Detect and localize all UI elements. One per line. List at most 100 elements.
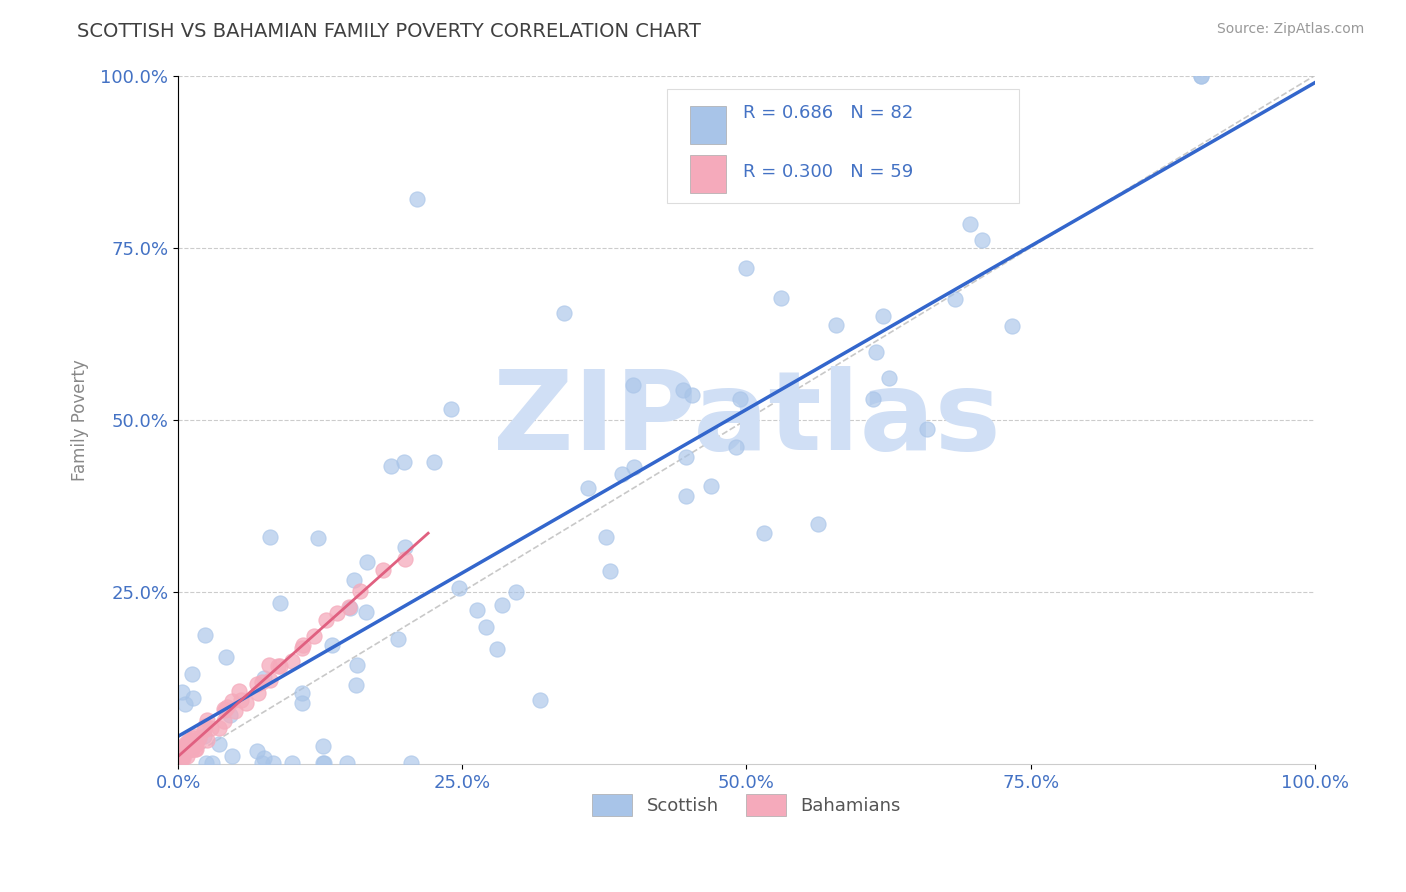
Point [576,481,599,495]
Point [290,686,312,700]
Legend: Scottish, Bahamians: Scottish, Bahamians [585,787,908,823]
Point [281,756,304,771]
Point [221,694,243,708]
Point [170,752,193,766]
Point [183,729,205,743]
Point [394,455,416,469]
Point [349,584,371,599]
Point [339,601,361,615]
Point [167,744,190,758]
Point [194,756,217,771]
Point [387,632,409,646]
Point [201,756,224,771]
Point [770,291,793,305]
Point [269,597,291,611]
Point [824,318,846,333]
Point [228,684,250,698]
Point [505,584,527,599]
Point [943,292,966,306]
Text: R = 0.686   N = 82: R = 0.686 N = 82 [742,104,914,122]
Point [337,599,360,614]
Point [1189,69,1212,83]
Point [865,345,887,359]
Point [200,721,222,735]
Point [180,741,202,756]
Point [259,530,281,544]
Point [312,739,335,753]
Point [179,733,201,747]
Point [380,458,402,473]
Point [725,441,748,455]
Point [180,667,202,681]
Text: Source: ZipAtlas.com: Source: ZipAtlas.com [1216,22,1364,37]
Point [304,629,326,643]
Point [262,756,284,771]
Point [208,721,231,735]
Point [917,422,939,436]
Point [195,732,218,747]
Point [346,658,368,673]
Point [529,693,551,707]
Point [177,742,200,756]
Point [623,460,645,475]
Point [675,489,697,503]
Point [447,581,470,595]
Point [194,719,217,733]
Point [179,742,201,756]
Point [354,605,377,619]
Point [623,377,645,392]
Y-axis label: Family Poverty: Family Poverty [72,359,89,481]
Point [169,743,191,757]
Point [246,677,269,691]
Point [212,701,235,715]
Point [806,516,828,531]
Point [174,697,197,711]
Point [681,388,703,402]
Point [180,742,202,756]
Point [172,747,194,762]
Point [1189,69,1212,83]
Point [312,756,335,771]
Point [183,690,205,705]
Point [754,526,776,541]
Point [184,742,207,756]
Point [291,697,314,711]
Point [172,740,194,755]
Point [176,749,198,764]
Point [235,696,257,710]
Point [184,742,207,756]
Point [193,730,215,744]
Point [183,738,205,752]
Point [307,531,329,545]
Point [311,756,333,771]
Point [181,731,204,746]
Point [221,748,243,763]
Point [371,563,394,577]
Point [326,606,349,620]
Point [177,734,200,748]
Point [215,700,238,714]
FancyBboxPatch shape [666,89,1019,202]
Point [292,638,315,652]
Point [267,659,290,673]
Point [269,659,291,673]
Point [246,744,269,758]
Point [959,217,981,231]
Point [174,741,197,756]
Point [336,756,359,771]
Point [212,714,235,728]
Point [219,707,242,722]
Point [440,402,463,417]
Point [170,751,193,765]
Point [610,467,633,481]
Point [671,383,693,397]
Point [173,746,195,760]
Text: R = 0.300   N = 59: R = 0.300 N = 59 [742,163,914,181]
Point [250,756,273,771]
Point [315,613,337,627]
Point [675,450,697,465]
Point [344,678,367,692]
Point [491,598,513,612]
Point [423,455,446,469]
Point [172,751,194,765]
